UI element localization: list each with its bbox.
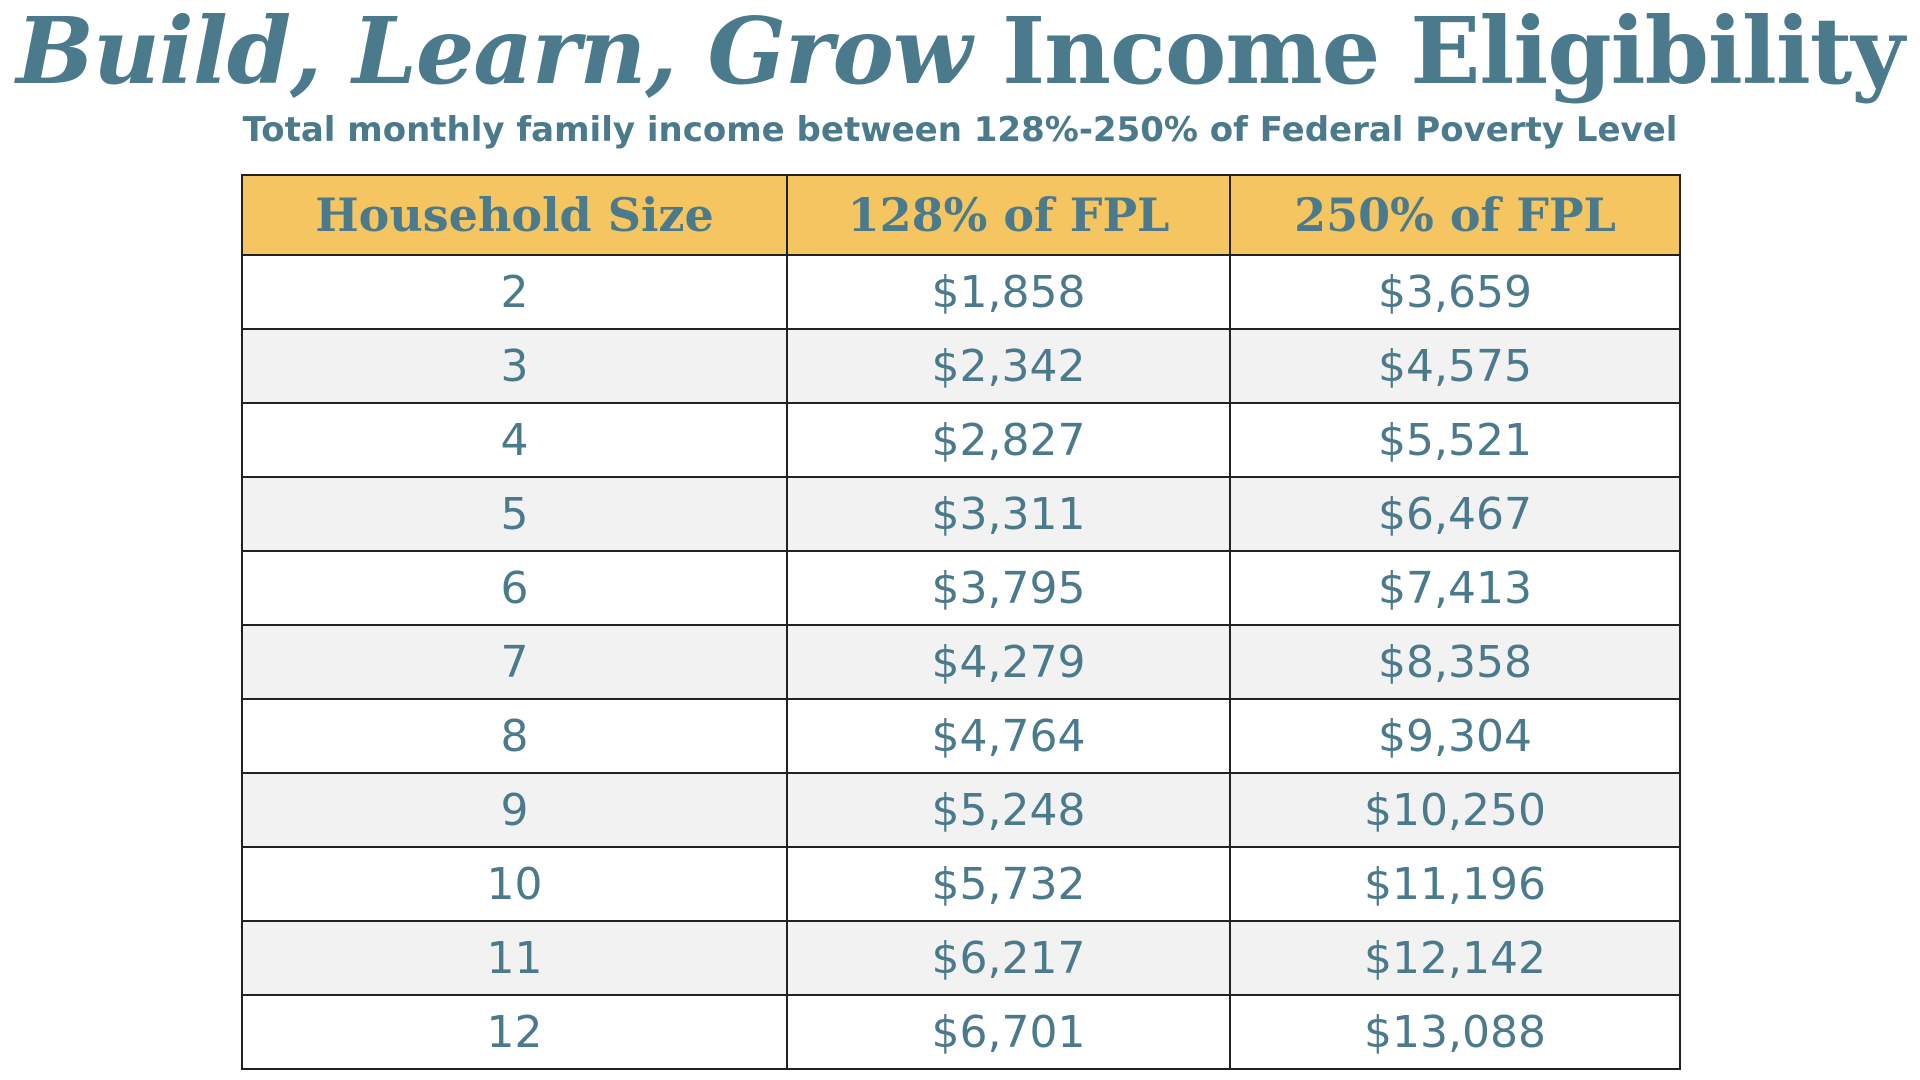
table-cell: $1,858 [786,254,1231,330]
table-row: 12 $6,701 $13,088 [241,994,1681,1070]
table-cell: $6,701 [786,994,1231,1070]
table-cell: 5 [241,476,788,552]
table-cell: $9,304 [1229,698,1681,774]
table-cell: $6,217 [786,920,1231,996]
column-header: 250% of FPL [1229,174,1681,256]
table-cell: 6 [241,550,788,626]
table-row: 4 $2,827 $5,521 [241,402,1681,478]
table-head: Household Size 128% of FPL 250% of FPL [241,174,1681,256]
table-cell: 9 [241,772,788,848]
column-header: Household Size [241,174,788,256]
table-cell: $3,311 [786,476,1231,552]
table-cell: $5,521 [1229,402,1681,478]
table-cell: $7,413 [1229,550,1681,626]
table-cell: $3,795 [786,550,1231,626]
table-cell: $10,250 [1229,772,1681,848]
table-cell: $12,142 [1229,920,1681,996]
table-row: 9 $5,248 $10,250 [241,772,1681,848]
table-row: 7 $4,279 $8,358 [241,624,1681,700]
table-row: 6 $3,795 $7,413 [241,550,1681,626]
table-cell: $6,467 [1229,476,1681,552]
table-cell: $4,279 [786,624,1231,700]
table-cell: 10 [241,846,788,922]
title: Build, Learn, Grow Income Eligibility [0,0,1920,106]
title-emphasis: Build, Learn, Grow [16,0,972,105]
header-row: Household Size 128% of FPL 250% of FPL [241,174,1681,256]
table-cell: 11 [241,920,788,996]
table-cell: $2,827 [786,402,1231,478]
eligibility-table: Household Size 128% of FPL 250% of FPL 2 $1… [241,174,1681,1070]
table-cell: $4,764 [786,698,1231,774]
table-row: 11 $6,217 $12,142 [241,920,1681,996]
table-cell: $2,342 [786,328,1231,404]
column-header: 128% of FPL [786,174,1231,256]
table-cell: 8 [241,698,788,774]
table-row: 5 $3,311 $6,467 [241,476,1681,552]
title-rest: Income Eligibility [1002,0,1905,105]
subtitle: Total monthly family income between 128%… [242,110,1678,150]
table-row: 10 $5,732 $11,196 [241,846,1681,922]
table-cell: $8,358 [1229,624,1681,700]
table-cell: 3 [241,328,788,404]
table-cell: 12 [241,994,788,1070]
table-cell: $5,732 [786,846,1231,922]
table-cell: $4,575 [1229,328,1681,404]
table-cell: $13,088 [1229,994,1681,1070]
table-cell: 2 [241,254,788,330]
table-cell: $5,248 [786,772,1231,848]
table-body: 2 $1,858 $3,659 3 $2,342 $4,575 4 $2,827 $5,521 5… [241,254,1681,1070]
table-row: 3 $2,342 $4,575 [241,328,1681,404]
table-row: 2 $1,858 $3,659 [241,254,1681,330]
table-row: 8 $4,764 $9,304 [241,698,1681,774]
table-cell: 4 [241,402,788,478]
table-cell: $3,659 [1229,254,1681,330]
table-cell: 7 [241,624,788,700]
table-cell: $11,196 [1229,846,1681,922]
